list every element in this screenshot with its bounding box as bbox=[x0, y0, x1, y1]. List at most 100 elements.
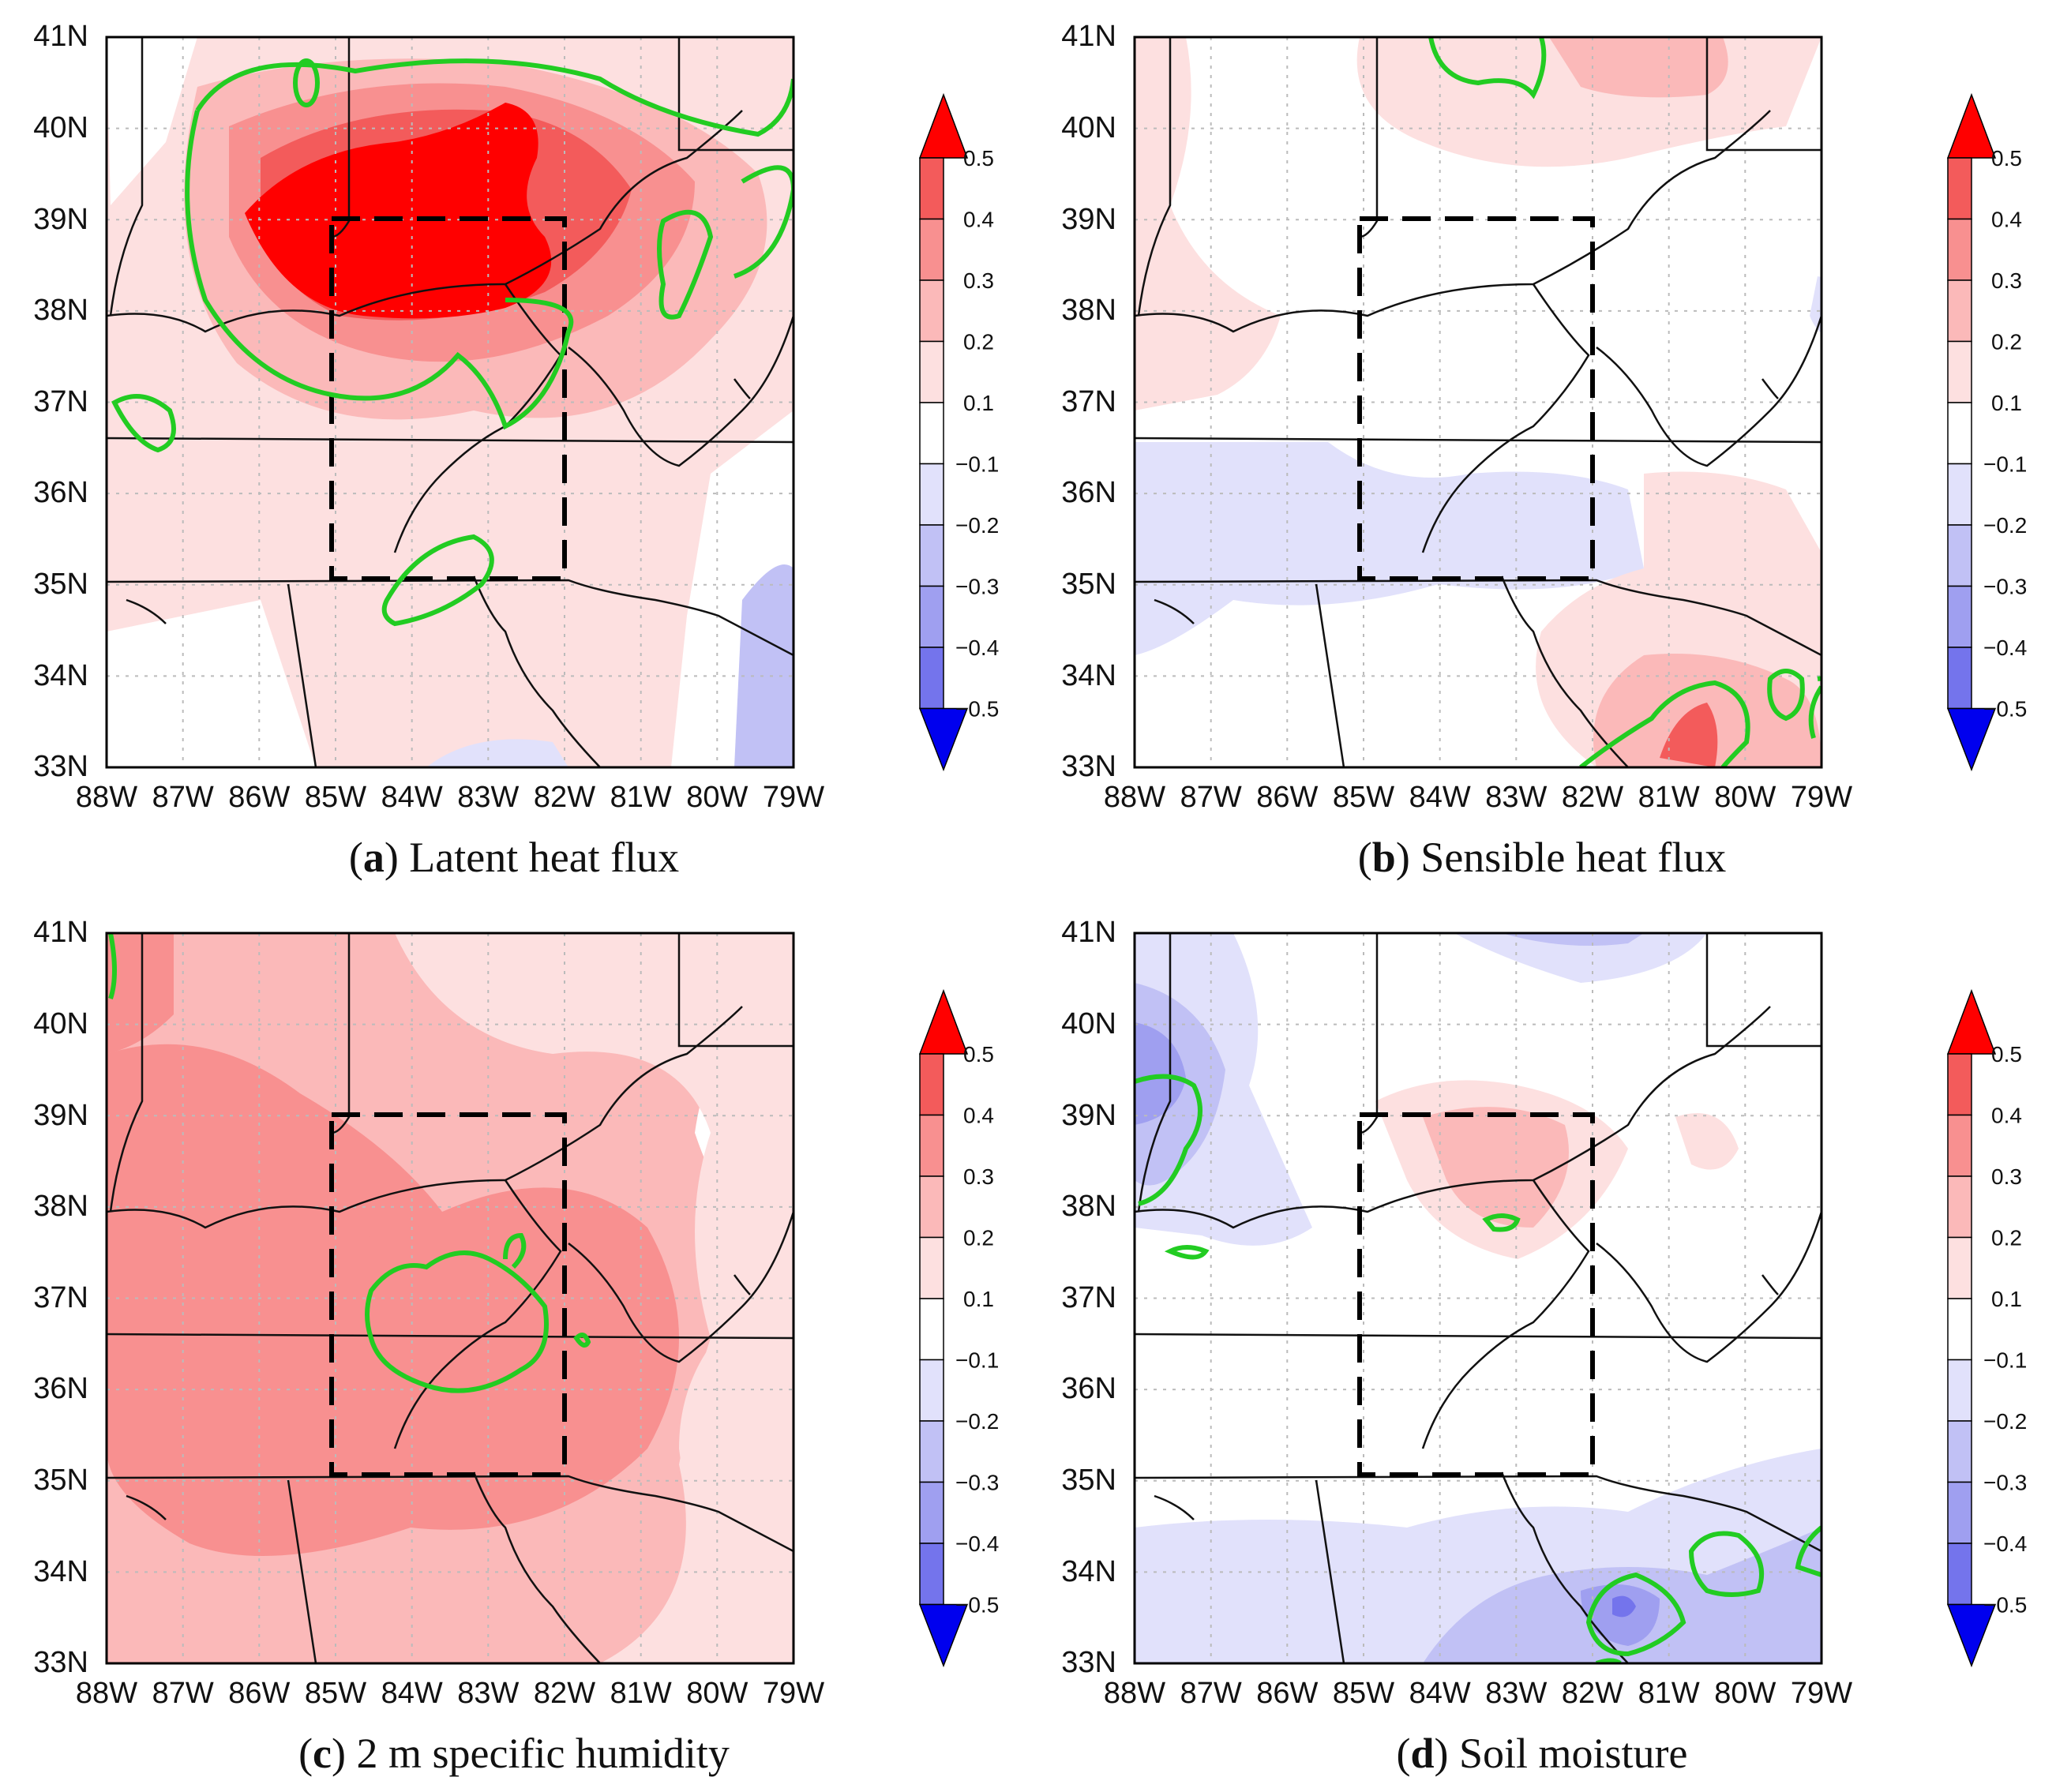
colorbar-label: −0.1 bbox=[1983, 1348, 2027, 1373]
lon-label: 86W bbox=[228, 781, 290, 814]
graticule bbox=[1135, 37, 1822, 767]
lon-label: 81W bbox=[1638, 1677, 1700, 1710]
map-latent-heat-flux: 41N 40N 39N 38N 37N 36N 35N 34N 33N 88W … bbox=[33, 20, 999, 814]
lon-label: 85W bbox=[305, 1677, 366, 1710]
lon-axis-labels: 88W 87W 86W 85W 84W 83W 82W 81W 80W 79W bbox=[76, 1677, 824, 1710]
lon-label: 81W bbox=[610, 781, 672, 814]
colorbar-label: −0.4 bbox=[1983, 635, 2027, 660]
lat-label: 40N bbox=[1061, 111, 1116, 144]
panel-letter: b bbox=[1371, 834, 1396, 881]
panel-title: 2 m specific humidity bbox=[356, 1730, 730, 1777]
lat-label: 37N bbox=[33, 385, 88, 418]
map-sensible-heat-flux: 41N 40N 39N 38N 37N 36N 35N 34N 33N 88W … bbox=[1061, 20, 2027, 814]
map-frame bbox=[105, 36, 795, 769]
lat-label: 36N bbox=[1061, 476, 1116, 509]
panel-title: Soil moisture bbox=[1459, 1730, 1688, 1777]
lon-label: 88W bbox=[1104, 1677, 1165, 1710]
lon-label: 87W bbox=[1180, 1677, 1242, 1710]
lon-label: 84W bbox=[381, 781, 443, 814]
lon-label: 84W bbox=[1409, 781, 1471, 814]
lat-label: 41N bbox=[1061, 916, 1116, 949]
lat-label: 39N bbox=[33, 1099, 88, 1132]
colorbar-arrow-high bbox=[1946, 988, 1997, 1055]
study-domain-box bbox=[1357, 216, 1595, 581]
lon-axis-labels: 88W 87W 86W 85W 84W 83W 82W 81W 80W 79W bbox=[76, 781, 824, 814]
anomaly-shading bbox=[107, 933, 794, 1663]
lon-label: 84W bbox=[1409, 1677, 1471, 1710]
lon-label: 85W bbox=[1333, 1677, 1394, 1710]
lon-label: 82W bbox=[534, 781, 595, 814]
lat-label: 41N bbox=[1061, 20, 1116, 53]
map-frame bbox=[1133, 932, 1823, 1665]
lat-label: 38N bbox=[1061, 294, 1116, 327]
lon-label: 83W bbox=[1485, 781, 1547, 814]
colorbar-label: −0.2 bbox=[1983, 1409, 2027, 1434]
state-boundaries bbox=[107, 933, 794, 1663]
lat-axis-labels: 41N 40N 39N 38N 37N 36N 35N 34N 33N bbox=[33, 20, 88, 783]
lon-label: 82W bbox=[1562, 1677, 1623, 1710]
significance-contours bbox=[1135, 1074, 1822, 1663]
panel-title: Latent heat flux bbox=[409, 834, 680, 881]
panel-caption: (a) Latent heat flux bbox=[348, 834, 680, 881]
lat-label: 41N bbox=[33, 20, 88, 53]
lon-label: 83W bbox=[457, 781, 519, 814]
colorbar-label: 0.2 bbox=[1991, 1226, 2022, 1250]
lon-label: 84W bbox=[381, 1677, 443, 1710]
lat-axis-labels: 41N 40N 39N 38N 37N 36N 35N 34N 33N bbox=[1061, 916, 1116, 1679]
map-frame bbox=[1133, 36, 1823, 769]
lat-label: 36N bbox=[33, 1372, 88, 1405]
colorbar-label: 0.5 bbox=[1991, 1042, 2022, 1067]
colorbar: 0.5 0.4 0.3 0.2 0.1 −0.1 −0.2 −0.3 −0.4 … bbox=[1946, 988, 2027, 1668]
colorbar-label: −0.2 bbox=[955, 1409, 999, 1434]
lon-axis-labels: 88W 87W 86W 85W 84W 83W 82W 81W 80W 79W bbox=[1104, 1677, 1852, 1710]
lon-label: 85W bbox=[1333, 781, 1394, 814]
lat-label: 33N bbox=[1061, 750, 1116, 783]
panel-letter: c bbox=[313, 1730, 332, 1777]
colorbar-arrow-low bbox=[1946, 707, 1997, 772]
lon-label: 87W bbox=[152, 1677, 214, 1710]
colorbar-label: −0.5 bbox=[1983, 697, 2027, 722]
lon-label: 79W bbox=[763, 781, 824, 814]
study-domain-box bbox=[1357, 1112, 1595, 1477]
colorbar-arrow-low bbox=[918, 707, 969, 772]
lon-label: 81W bbox=[610, 1677, 672, 1710]
panel-sensible-heat-flux: 41N 40N 39N 38N 37N 36N 35N 34N 33N 88W … bbox=[1028, 0, 2056, 896]
lon-axis-labels: 88W 87W 86W 85W 84W 83W 82W 81W 80W 79W bbox=[1104, 781, 1852, 814]
lon-label: 88W bbox=[76, 781, 137, 814]
panel-caption: (d) Soil moisture bbox=[1396, 1730, 1688, 1777]
lat-label: 34N bbox=[33, 1555, 88, 1588]
colorbar-label: −0.3 bbox=[955, 575, 999, 599]
panel-specific-humidity: 41N 40N 39N 38N 37N 36N 35N 34N 33N 88W … bbox=[0, 896, 1028, 1792]
colorbar-label: 0.5 bbox=[963, 146, 994, 171]
significance-contours bbox=[108, 933, 591, 1393]
panel-letter: a bbox=[362, 834, 385, 881]
lat-label: 35N bbox=[1061, 568, 1116, 601]
colorbar-label: 0.3 bbox=[1991, 268, 2022, 293]
lon-label: 87W bbox=[152, 781, 214, 814]
lat-label: 35N bbox=[1061, 1464, 1116, 1497]
lat-axis-labels: 41N 40N 39N 38N 37N 36N 35N 34N 33N bbox=[1061, 20, 1116, 783]
lat-label: 39N bbox=[1061, 203, 1116, 236]
colorbar-label: 0.3 bbox=[963, 1164, 994, 1189]
lat-label: 35N bbox=[33, 1464, 88, 1497]
lat-label: 40N bbox=[1061, 1007, 1116, 1040]
lon-label: 83W bbox=[457, 1677, 519, 1710]
colorbar-arrow-high bbox=[918, 92, 969, 159]
panel-caption: (b) Sensible heat flux bbox=[1357, 834, 1727, 881]
colorbar-label: 0.3 bbox=[963, 268, 994, 293]
lon-label: 86W bbox=[1256, 1677, 1318, 1710]
colorbar-arrow-low bbox=[918, 1603, 969, 1668]
lat-label: 33N bbox=[1061, 1646, 1116, 1679]
lat-label: 40N bbox=[33, 111, 88, 144]
lon-label: 80W bbox=[686, 781, 748, 814]
colorbar-label: 0.2 bbox=[963, 330, 994, 354]
colorbar-label: −0.1 bbox=[955, 1348, 999, 1373]
colorbar-label: −0.2 bbox=[955, 513, 999, 538]
colorbar-arrow-low bbox=[1946, 1603, 1997, 1668]
lat-label: 40N bbox=[33, 1007, 88, 1040]
lat-label: 36N bbox=[1061, 1372, 1116, 1405]
colorbar-label: 0.3 bbox=[1991, 1164, 2022, 1189]
graticule bbox=[107, 37, 794, 767]
colorbar-label: −0.2 bbox=[1983, 513, 2027, 538]
colorbar-label: 0.4 bbox=[1991, 1104, 2022, 1128]
